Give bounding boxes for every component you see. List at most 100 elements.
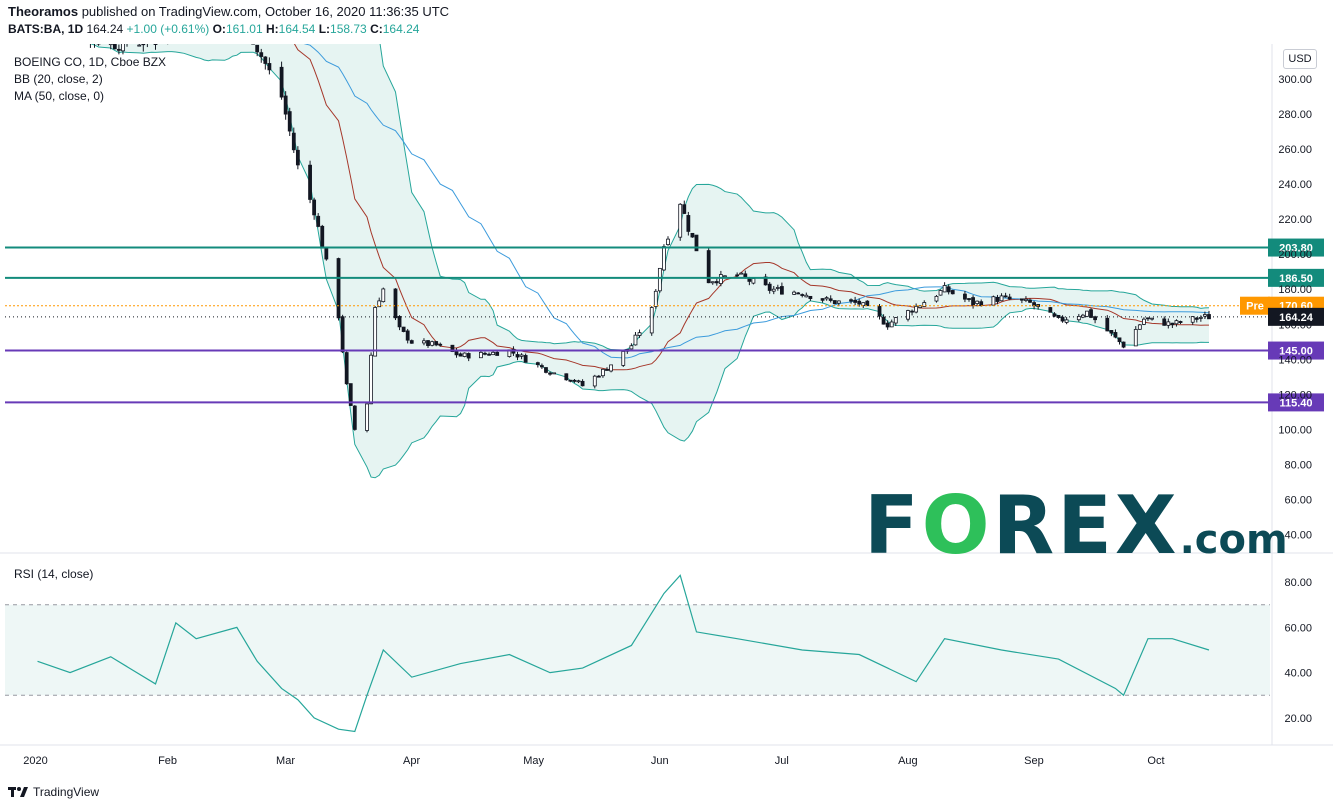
- candle-body: [1056, 314, 1061, 318]
- candle-body: [1113, 332, 1118, 338]
- candle: [1113, 329, 1118, 339]
- candle: [352, 405, 357, 431]
- time-tick-label: Aug: [898, 755, 918, 767]
- candle-body: [56, 27, 59, 30]
- candle: [836, 300, 841, 307]
- candle: [678, 203, 683, 241]
- level-tag-text: 145.00: [1279, 346, 1313, 358]
- candle-body: [381, 288, 386, 303]
- level-tag-145.00[interactable]: [1268, 341, 1324, 360]
- candle: [552, 372, 557, 375]
- bb-label[interactable]: BB (20, close, 2): [14, 72, 103, 86]
- candle: [231, 1, 234, 8]
- candle-body: [1137, 324, 1142, 330]
- level-tag-text: 186.50: [1279, 273, 1313, 285]
- level-tag-186.50[interactable]: [1268, 268, 1324, 287]
- candle-body: [430, 341, 434, 346]
- candle: [1174, 319, 1179, 327]
- ohlc-legend: BATS:BA, 1D 164.24 +1.00 (+0.61%) O:161.…: [8, 22, 419, 36]
- candle: [1133, 326, 1138, 347]
- candle: [397, 315, 402, 331]
- author-name[interactable]: Theoramos: [8, 4, 79, 19]
- candle-body: [963, 293, 967, 300]
- candle: [893, 317, 898, 326]
- candle: [710, 281, 715, 285]
- candle: [336, 257, 341, 321]
- candle: [771, 285, 776, 295]
- candle: [1080, 313, 1085, 319]
- candle-body: [771, 288, 776, 292]
- candle-body: [1166, 321, 1171, 326]
- candle-body: [283, 95, 288, 115]
- candle: [153, 44, 158, 50]
- currency-badge[interactable]: USD: [1283, 49, 1317, 69]
- candle-body: [1162, 318, 1167, 326]
- candle-body: [942, 285, 947, 293]
- candle: [1150, 317, 1154, 321]
- candle-body: [141, 44, 146, 46]
- candle-body: [1007, 296, 1012, 300]
- candle-body: [251, 44, 256, 45]
- rsi-line: [37, 574, 1210, 733]
- candle-body: [922, 302, 927, 307]
- rsi-tick-label: 80.00: [1284, 577, 1312, 589]
- candle: [344, 351, 349, 385]
- candle-body: [678, 203, 683, 238]
- rsi-label[interactable]: RSI (14, close): [14, 567, 94, 581]
- high-value: 164.54: [278, 22, 316, 36]
- candle-body: [1076, 316, 1081, 321]
- candle: [426, 340, 430, 348]
- last-price-tag[interactable]: [1268, 307, 1324, 326]
- candle-body: [1028, 299, 1032, 303]
- level-tag-203.80[interactable]: [1268, 238, 1324, 257]
- forex-watermark-logo: FOREX.com: [864, 486, 1288, 580]
- price-tick-label: 200.00: [1278, 249, 1312, 261]
- candle-body: [572, 379, 577, 382]
- candle-body: [93, 38, 96, 41]
- candle-body: [946, 286, 951, 293]
- candle-body: [1190, 316, 1195, 323]
- candle: [775, 284, 780, 291]
- candle: [239, 0, 242, 9]
- close-label: C:: [370, 22, 383, 36]
- main-series-label[interactable]: BOEING CO, 1D, Cboe BZX: [14, 55, 167, 69]
- candle-body: [633, 334, 638, 346]
- candle-body: [792, 291, 796, 295]
- candle: [1085, 310, 1089, 318]
- candle: [279, 61, 284, 100]
- candle: [906, 309, 910, 322]
- footer-brand[interactable]: TradingView: [33, 785, 100, 799]
- ma-label[interactable]: MA (50, close, 0): [14, 89, 105, 103]
- last-price: 164.24: [86, 22, 124, 36]
- candle-body: [422, 340, 426, 344]
- candle-body: [519, 354, 524, 357]
- candle: [865, 300, 870, 307]
- candle: [458, 352, 463, 357]
- candle-body: [1089, 309, 1093, 318]
- candle: [515, 351, 520, 361]
- candle: [767, 281, 772, 294]
- candle-body: [81, 37, 84, 38]
- candle-body: [596, 375, 601, 378]
- candle-body: [207, 6, 210, 9]
- candle-body: [195, 7, 198, 24]
- level-tag-115.40[interactable]: [1268, 393, 1324, 412]
- candle-body: [1142, 318, 1146, 325]
- candle-body: [800, 294, 805, 296]
- candle: [1007, 293, 1012, 301]
- candle-body: [775, 287, 780, 289]
- candle-body: [369, 354, 373, 405]
- candle: [629, 343, 634, 350]
- candle-body: [96, 44, 101, 45]
- candle: [223, 0, 226, 14]
- candle: [112, 44, 117, 50]
- candle-body: [69, 36, 72, 37]
- candle: [316, 213, 321, 228]
- candle-body: [751, 278, 756, 284]
- candle: [519, 353, 524, 360]
- candle-body: [580, 380, 585, 387]
- candle-body: [836, 300, 841, 304]
- candle: [946, 284, 951, 295]
